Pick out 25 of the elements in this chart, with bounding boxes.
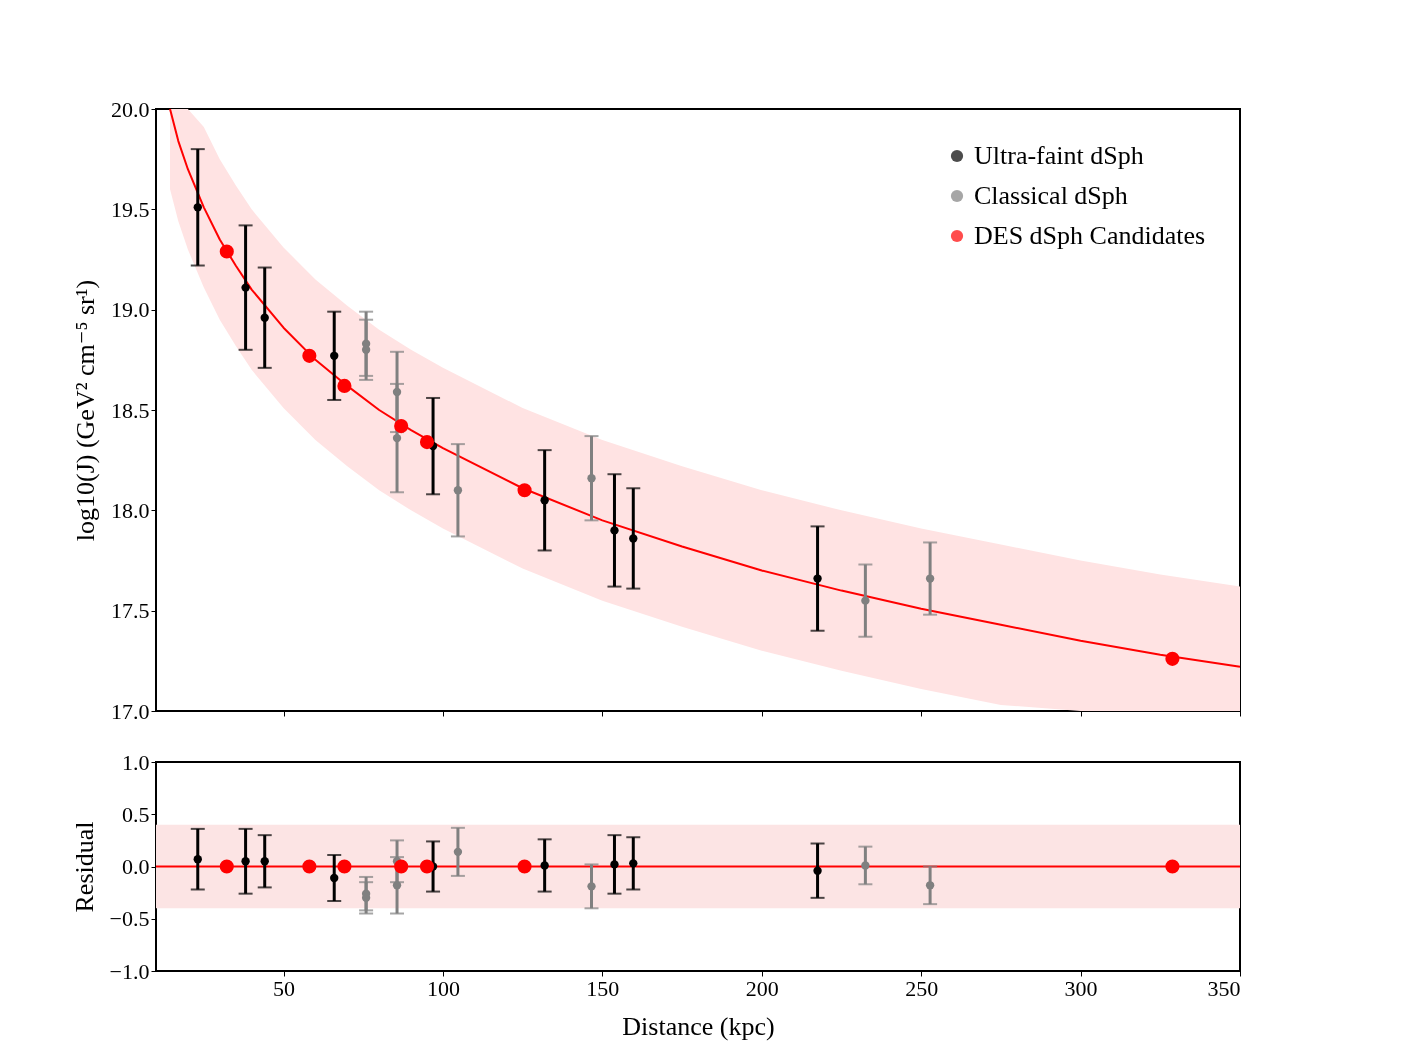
x-tick-label: 50 [273,975,296,1001]
x-axis-title: Distance (kpc) [622,1011,775,1041]
y-tick-label: 18.0 [111,497,150,523]
y-tick-label: −0.5 [109,906,150,932]
x-tick-label: 200 [745,975,779,1001]
y-tick-label: 20.0 [111,96,150,122]
y-tick-label: 18.5 [111,397,150,423]
y-tick-label: −1.0 [109,958,150,984]
y-tick-label: 1.0 [122,749,150,775]
x-tick-label: 100 [426,975,460,1001]
y-tick-label: 19.0 [111,297,150,323]
x-tick-label: 150 [586,975,620,1001]
y-tick-label: 17.0 [111,698,150,724]
x-tick-label: 250 [905,975,939,1001]
legend-label: Ultra-faint dSph [974,141,1144,170]
y-axis-title: Residual [69,821,99,913]
y-axis-title: log10(J) (GeV² cm⁻⁵ sr¹) [71,279,100,542]
legend-label: Classical dSph [974,181,1128,210]
y-tick-label: 19.5 [111,196,150,222]
y-tick-label: 0.0 [122,854,150,879]
x-tick-label: 300 [1064,975,1098,1001]
legend-label: DES dSph Candidates [974,221,1206,250]
y-tick-label: 0.5 [122,801,150,827]
x-tick-label: 350 [1207,975,1241,1001]
y-tick-label: 17.5 [111,598,150,624]
